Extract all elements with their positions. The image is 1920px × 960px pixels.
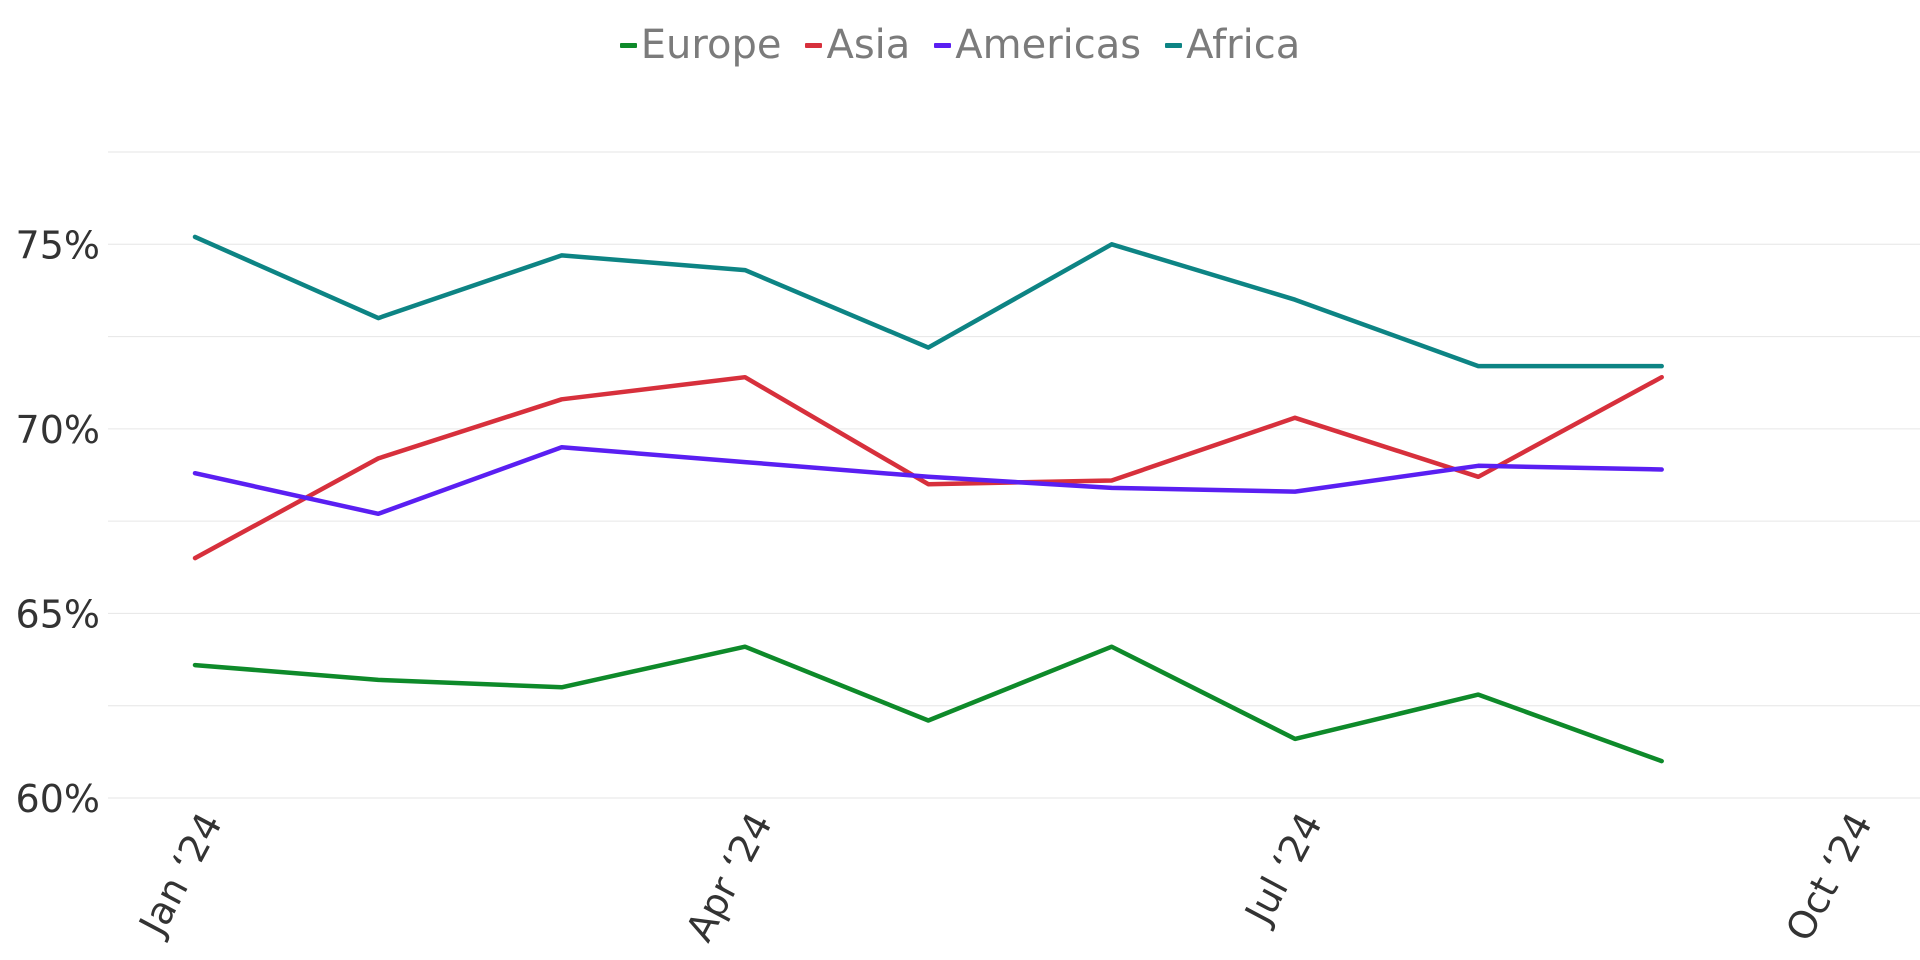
gridlines <box>108 151 1920 799</box>
x-tick-label: Jul ‘24 <box>1236 806 1331 933</box>
series-line-africa <box>192 234 1664 369</box>
legend-swatch <box>805 42 823 48</box>
series-line-europe <box>192 644 1664 764</box>
x-tick-label: Apr ‘24 <box>677 806 781 949</box>
series-lines <box>192 234 1664 764</box>
legend-swatch <box>934 42 952 48</box>
legend-label: Asia <box>826 22 911 68</box>
y-axis: 60% 65% 70% 75% <box>16 223 100 821</box>
x-axis: Jan ‘24 Apr ‘24 Jul ‘24 Oct ‘24 <box>130 806 1881 949</box>
legend-item-americas[interactable]: Americas <box>934 22 1141 68</box>
x-tick-label: Jan ‘24 <box>130 806 231 944</box>
series-line-americas <box>192 445 1664 517</box>
legend-label: Africa <box>1186 22 1301 68</box>
legend-label: Europe <box>640 22 782 68</box>
x-tick-label: Oct ‘24 <box>1777 806 1881 949</box>
legend-item-asia[interactable]: Asia <box>805 22 910 68</box>
legend-swatch <box>619 42 637 48</box>
y-tick-label: 75% <box>16 223 100 267</box>
legend-label: Americas <box>955 22 1142 68</box>
legend-item-europe[interactable]: Europe <box>619 22 782 68</box>
y-tick-label: 60% <box>16 777 100 821</box>
legend-swatch <box>1165 42 1183 48</box>
y-tick-label: 65% <box>16 592 100 636</box>
y-tick-label: 70% <box>16 408 100 452</box>
series-line-asia <box>192 374 1664 561</box>
legend: Europe Asia Americas Africa <box>0 22 1920 68</box>
legend-item-africa[interactable]: Africa <box>1165 22 1300 68</box>
